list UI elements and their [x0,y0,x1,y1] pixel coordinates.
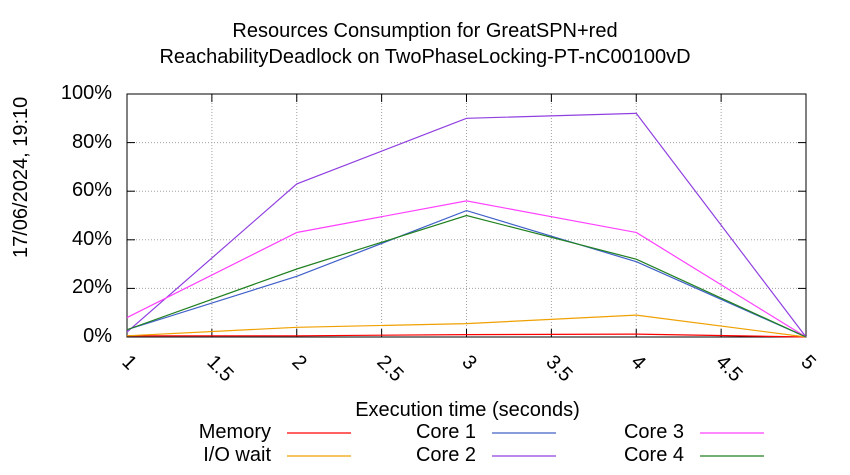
y-tick-label: 100% [60,82,112,104]
series-line [127,333,807,338]
legend-label: Core 4 [623,444,684,466]
x-axis-title: Execution time (seconds) [355,399,580,421]
chart-subtitle: ReachabilityDeadlock on TwoPhaseLocking-… [159,46,691,68]
series-line [126,314,807,338]
series-line [126,112,807,338]
series-line [126,214,807,338]
y-tick-label: 40% [71,227,112,250]
timestamp: 17/06/2024, 19:10 [10,96,32,258]
series-lines [126,112,807,338]
grid [127,94,806,337]
y-tick-label: 0% [83,325,112,347]
legend-label: Memory [198,421,271,443]
legend-label: I/O wait [203,444,271,466]
plot-frame [126,93,807,338]
series-line [126,209,807,338]
legend-label: Core 3 [623,421,684,443]
legend-label: Core 2 [415,444,476,466]
legend-swatches [287,432,764,457]
series-line [126,200,807,338]
y-tick-label: 80% [71,130,112,153]
chart-title: Resources Consumption for GreatSPN+red [232,20,618,42]
legend-label: Core 1 [415,421,476,443]
y-tick-label: 20% [71,276,112,299]
y-tick-label: 60% [71,179,112,202]
axes [126,93,807,338]
